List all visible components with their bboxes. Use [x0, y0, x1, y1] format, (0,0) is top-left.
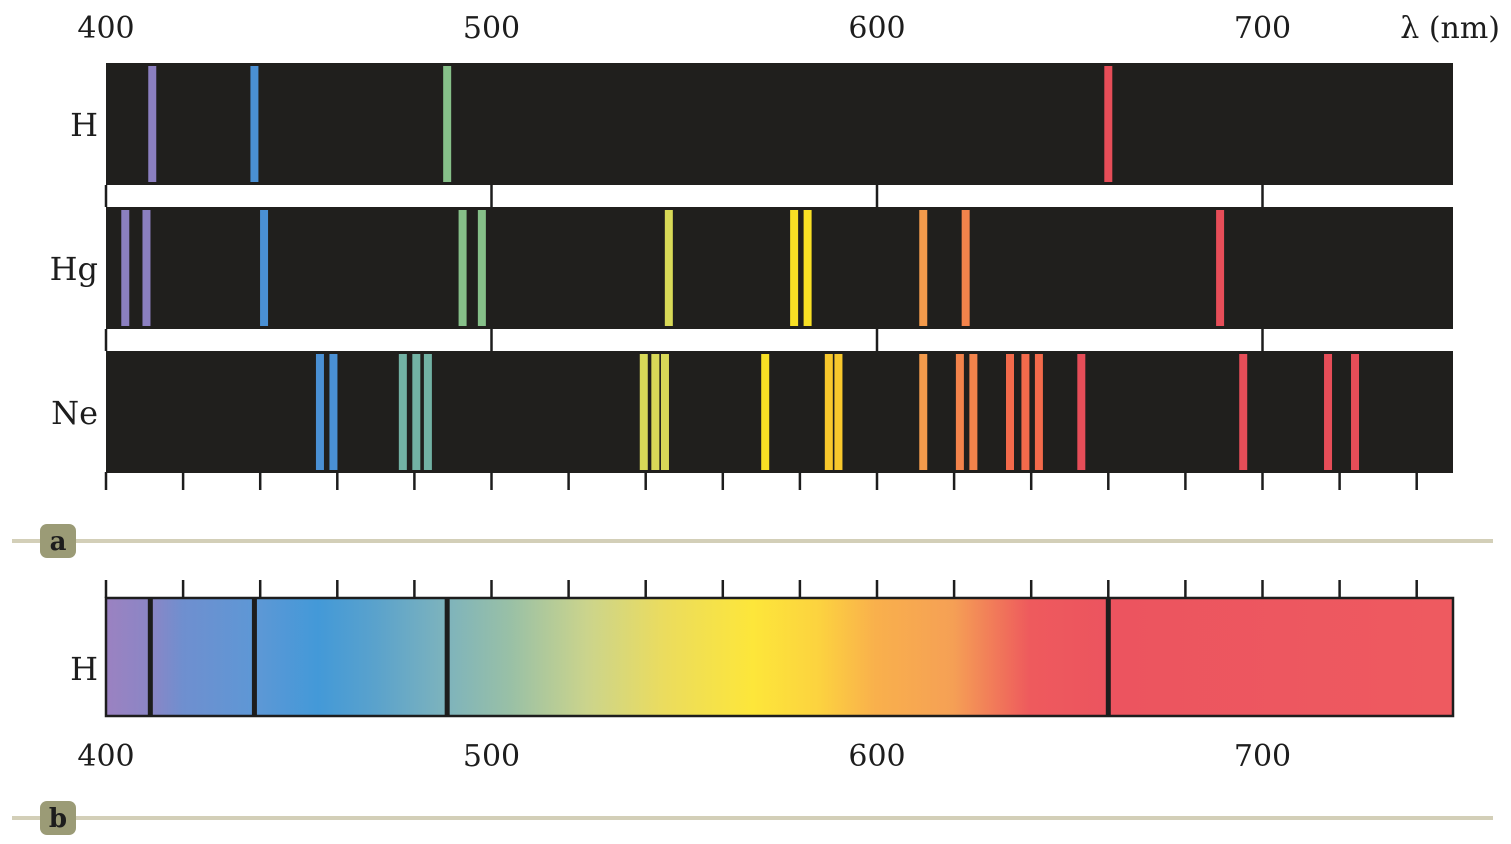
top-tick-label-700: 700: [1234, 11, 1291, 46]
spectral-line: [1239, 354, 1248, 470]
spectral-line: [1216, 210, 1225, 326]
spectral-line: [919, 210, 928, 326]
panel-a-axis: [104, 472, 1418, 490]
spectral-line: [250, 66, 259, 182]
spectral-line: [477, 210, 486, 326]
panel-badge: [40, 801, 76, 835]
spectrum-band-ne: Ne: [51, 351, 1453, 473]
spectrum-band-background: [106, 351, 1453, 473]
spectral-line: [761, 354, 770, 470]
spectral-line: [315, 354, 324, 470]
spectral-line: [651, 354, 660, 470]
spectral-line: [664, 210, 673, 326]
panel-rules: ab: [12, 524, 1493, 835]
element-label-h-absorption: H: [70, 650, 98, 688]
continuous-spectrum-band: [104, 596, 1455, 718]
spectral-line: [142, 210, 151, 326]
panel-letter-b: b: [49, 804, 67, 834]
element-label-h: H: [70, 106, 98, 144]
spectral-line: [423, 354, 432, 470]
spectral-line: [1034, 354, 1043, 470]
spectral-line: [1324, 354, 1333, 470]
spectral-line: [1021, 354, 1030, 470]
spectral-line: [148, 66, 157, 182]
spectral-line: [824, 354, 833, 470]
spectral-line: [790, 210, 799, 326]
spectral-line: [458, 210, 467, 326]
spectral-line: [1351, 354, 1360, 470]
element-label-hg: Hg: [50, 250, 98, 288]
spectral-line: [443, 66, 452, 182]
spectral-line: [639, 354, 648, 470]
absorption-line: [1105, 598, 1111, 716]
spectral-line: [961, 210, 970, 326]
spectral-line: [1104, 66, 1113, 182]
element-label-ne: Ne: [51, 394, 98, 432]
spectral-line: [398, 354, 407, 470]
spectral-line: [1005, 354, 1014, 470]
panel-badge: [40, 524, 76, 558]
spectral-line: [919, 354, 928, 470]
absorption-spectrum: H 400 500 600 700: [70, 580, 1455, 774]
bottom-tick-label-700: 700: [1234, 739, 1291, 774]
panel-letter-a: a: [50, 527, 67, 557]
bottom-tick-label-500: 500: [463, 739, 520, 774]
spectral-line: [955, 354, 964, 470]
absorption-line: [251, 598, 257, 716]
spectrum-band-background: [106, 207, 1453, 329]
spectrum-band-hg: Hg: [50, 207, 1453, 329]
bottom-tick-label-600: 600: [848, 739, 905, 774]
spectral-line: [412, 354, 421, 470]
absorption-line: [444, 598, 450, 716]
top-tick-label-500: 500: [463, 11, 520, 46]
spectral-line: [660, 354, 669, 470]
spectral-line: [969, 354, 978, 470]
spectrum-band-h: H: [70, 63, 1453, 185]
emission-spectra: H Hg Ne: [50, 63, 1453, 473]
spectral-line: [260, 210, 269, 326]
top-axis: 400 500 600 700 λ (nm): [77, 11, 1500, 46]
top-tick-label-400: 400: [77, 11, 134, 46]
wavelength-unit-label: λ (nm): [1400, 11, 1500, 46]
spectral-line: [1077, 354, 1086, 470]
bottom-tick-label-400: 400: [77, 739, 134, 774]
top-tick-label-600: 600: [848, 11, 905, 46]
spectral-line: [834, 354, 843, 470]
absorption-line: [147, 598, 153, 716]
spectrum-band-background: [106, 63, 1453, 185]
spectral-line: [121, 210, 130, 326]
spectral-line: [803, 210, 812, 326]
spectral-line: [329, 354, 338, 470]
